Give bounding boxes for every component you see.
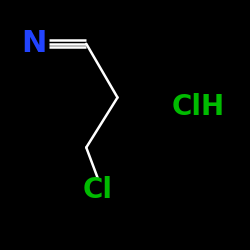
Text: N: N (21, 29, 46, 58)
Text: Cl: Cl (82, 176, 112, 204)
Text: ClH: ClH (171, 94, 224, 122)
